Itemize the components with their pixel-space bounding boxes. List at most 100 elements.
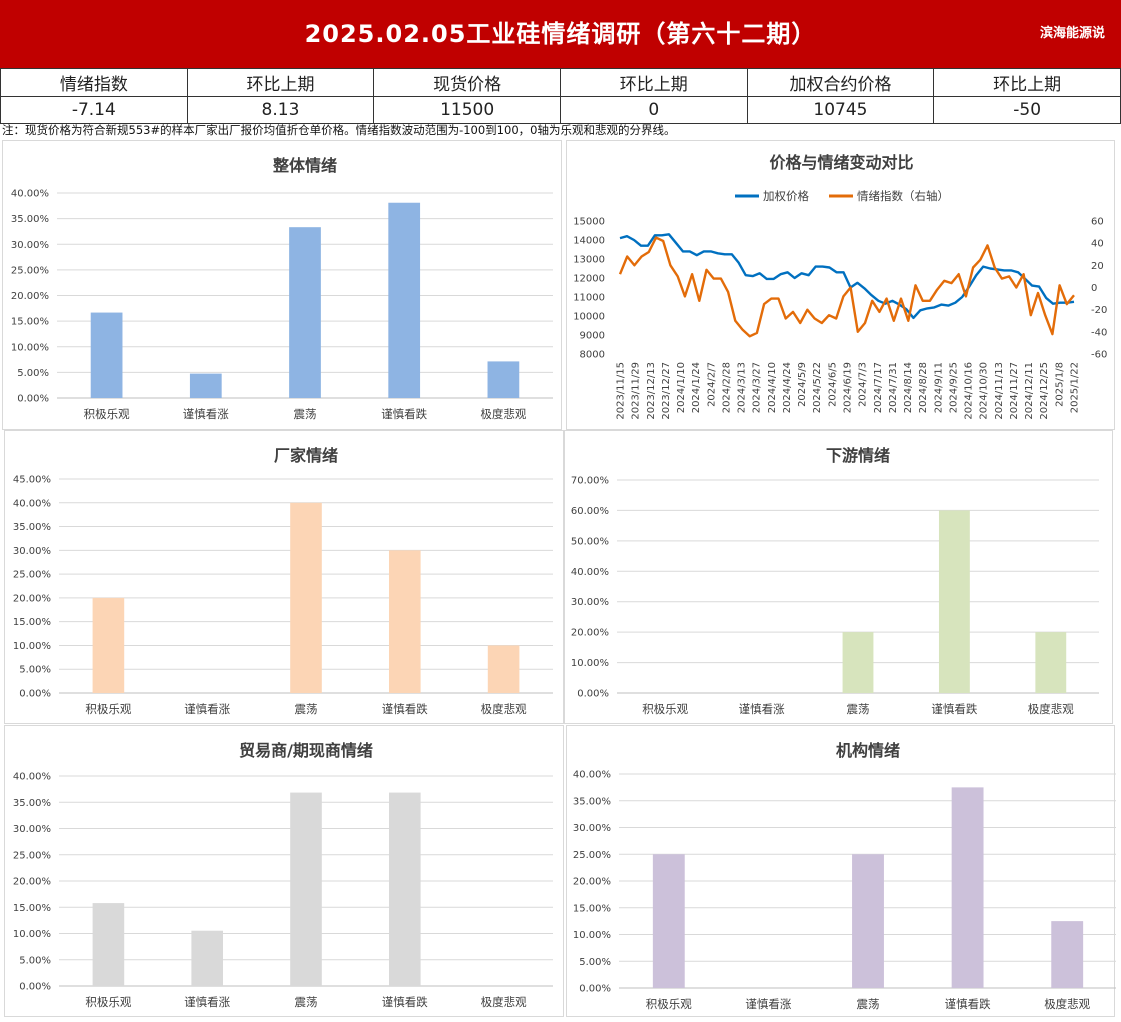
bar <box>652 854 685 988</box>
spot-price-value: 11500 <box>373 96 561 124</box>
y-tick-label: 20.00% <box>13 877 51 888</box>
category-label: 极度悲观 <box>481 995 527 1009</box>
y-tick-label: 15.00% <box>13 617 51 628</box>
stats-header-cell: 环比上期 <box>933 68 1121 97</box>
bar <box>90 312 123 398</box>
chart-title: 价格与情绪变动对比 <box>769 153 913 172</box>
category-label: 震荡 <box>295 995 318 1009</box>
stats-header-cell: 环比上期 <box>186 68 375 97</box>
x-tick-label: 2024/11/27 <box>1009 362 1020 420</box>
weighted-price-line <box>619 233 1075 320</box>
y-tick-label: 5.00% <box>579 957 611 968</box>
trader-chart-svg: 贸易商/期现商情绪 0.00% 5.00% 10.00% 15.00% 20.00% 25.… <box>13 741 553 1009</box>
x-tick-label: 2024/9/11 <box>933 362 944 413</box>
right-y-tick-label: 20 <box>1091 261 1104 272</box>
category-label: 谨慎看涨 <box>184 702 230 716</box>
stats-value-row: -7.14 8.13 11500 0 10745 -50 <box>0 96 1121 124</box>
sentiment-index-value: -7.14 <box>0 96 188 124</box>
category-label: 谨慎看跌 <box>381 407 427 421</box>
y-tick-label: 60.00% <box>571 506 609 517</box>
left-y-tick-label: 8000 <box>580 350 605 361</box>
y-tick-label: 10.00% <box>571 658 609 669</box>
x-tick-label: 2024/1/24 <box>691 362 702 413</box>
x-tick-label: 2023/11/15 <box>616 362 627 420</box>
y-tick-label: 10.00% <box>573 930 611 941</box>
y-tick-label: 35.00% <box>573 796 611 807</box>
x-tick-label: 2024/12/11 <box>1024 362 1035 420</box>
bar <box>1051 921 1084 988</box>
stats-header-cell: 情绪指数 <box>0 68 188 97</box>
y-tick-label: 30.00% <box>11 240 49 251</box>
category-label: 积极乐观 <box>85 995 131 1009</box>
price-sentiment-compare-chart: 价格与情绪变动对比 加权价格 情绪指数（右轴） 8000 9000 10000 11000 1… <box>566 140 1115 430</box>
y-tick-label: 0.00% <box>19 689 51 700</box>
source-label: 滨海能源说 <box>1039 26 1105 41</box>
y-tick-label: 40.00% <box>571 567 609 578</box>
y-tick-label: 25.00% <box>573 850 611 861</box>
footnote: 注：现货价格为符合新规553#的样本厂家出厂报价均值折仓单价格。情绪指数波动范围… <box>2 123 676 137</box>
right-y-tick-label: -60 <box>1091 350 1107 361</box>
x-tick-label: 2024/7/3 <box>858 362 869 407</box>
y-tick-label: 0.00% <box>19 982 51 993</box>
x-tick-label: 2024/10/16 <box>964 362 975 420</box>
y-tick-label: 50.00% <box>571 536 609 547</box>
factory-sentiment-chart: 厂家情绪 0.00% 5.00% 10.00% 15.00% 20.00% 25.00% 30… <box>4 430 564 724</box>
category-label: 谨慎看涨 <box>739 702 785 716</box>
x-tick-label: 2024/3/27 <box>752 362 763 413</box>
category-label: 极度悲观 <box>480 407 526 421</box>
category-label: 谨慎看跌 <box>931 702 977 716</box>
y-tick-label: 10.00% <box>13 641 51 652</box>
y-tick-label: 20.00% <box>13 593 51 604</box>
x-tick-label: 2024/11/13 <box>994 362 1005 420</box>
bar <box>842 632 874 693</box>
x-tick-label: 2023/12/27 <box>661 362 672 420</box>
chart-title: 下游情绪 <box>826 446 890 465</box>
y-tick-label: 15.00% <box>11 317 49 328</box>
chart-title: 贸易商/期现商情绪 <box>239 741 373 760</box>
y-tick-label: 35.00% <box>13 798 51 809</box>
category-label: 谨慎看跌 <box>945 997 991 1011</box>
bar <box>388 202 421 398</box>
x-tick-label: 2024/8/28 <box>918 362 929 413</box>
x-tick-label: 2024/2/7 <box>706 362 717 407</box>
x-tick-label: 2024/4/10 <box>767 362 778 413</box>
left-y-tick-label: 15000 <box>573 217 605 228</box>
chart-title: 机构情绪 <box>836 741 900 760</box>
bar <box>951 787 984 988</box>
left-y-tick-label: 12000 <box>573 274 605 285</box>
bar <box>290 502 322 693</box>
y-tick-label: 15.00% <box>573 903 611 914</box>
stats-table: 情绪指数 环比上期 现货价格 环比上期 加权合约价格 环比上期 -7.14 8.… <box>0 68 1121 124</box>
category-label: 震荡 <box>294 407 317 421</box>
x-tick-label: 2025/1/8 <box>1054 362 1065 407</box>
x-tick-label: 2024/4/24 <box>782 362 793 413</box>
y-tick-label: 0.00% <box>579 984 611 995</box>
y-tick-label: 30.00% <box>13 824 51 835</box>
right-y-tick-label: 40 <box>1091 239 1104 250</box>
x-tick-label: 2024/9/25 <box>948 362 959 413</box>
bar <box>189 373 222 398</box>
left-y-tick-label: 13000 <box>573 255 605 266</box>
x-tick-label: 2024/10/30 <box>979 362 990 420</box>
category-label: 极度悲观 <box>481 702 527 716</box>
right-y-tick-label: 0 <box>1091 283 1097 294</box>
downstream-chart-svg: 下游情绪 0.00% 10.00% 20.00% 30.00% 40.00% 50.00% 6… <box>571 446 1099 716</box>
bar <box>92 597 125 693</box>
bar <box>289 227 321 398</box>
factory-chart-svg: 厂家情绪 0.00% 5.00% 10.00% 15.00% 20.00% 25.00% 30… <box>13 446 553 716</box>
category-label: 谨慎看涨 <box>184 995 230 1009</box>
overall-chart-svg: 整体情绪 0.00% 5.00% 10.00% 15.00% 20.00% 25.00% 30… <box>11 156 553 421</box>
x-tick-label: 2024/2/28 <box>721 362 732 413</box>
x-tick-label: 2023/11/29 <box>631 362 642 420</box>
x-tick-label: 2024/3/13 <box>737 362 748 413</box>
report-header: 2025.02.05工业硅情绪调研（第六十二期） 滨海能源说 <box>0 0 1121 68</box>
x-tick-label: 2023/12/13 <box>646 362 657 420</box>
y-tick-label: 35.00% <box>11 214 49 225</box>
y-tick-label: 20.00% <box>573 877 611 888</box>
bar <box>191 930 224 986</box>
bar <box>92 903 125 986</box>
weighted-change-value: -50 <box>933 96 1121 124</box>
sentiment-index-line <box>618 236 1075 338</box>
left-y-tick-label: 10000 <box>573 312 605 323</box>
stats-header-cell: 现货价格 <box>373 68 561 97</box>
